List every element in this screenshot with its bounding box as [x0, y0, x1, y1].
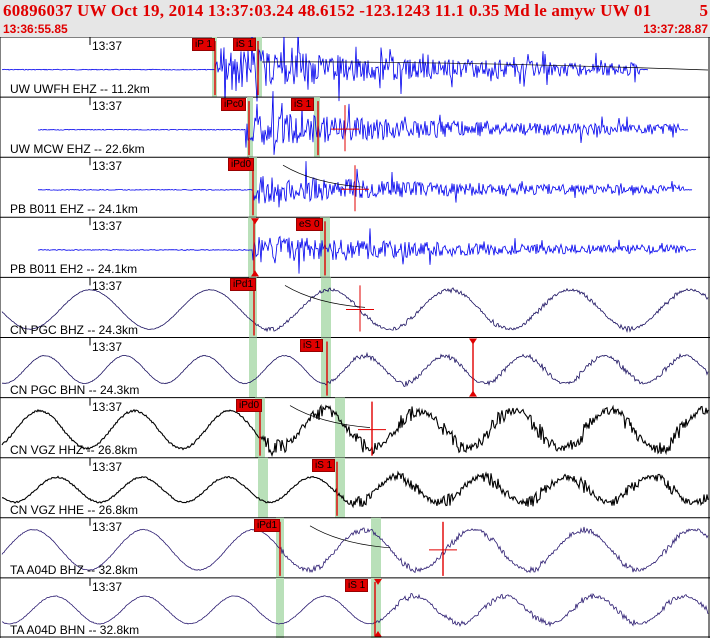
- minute-tick-label: 13:37: [92, 39, 123, 53]
- pick-window-shade: [249, 337, 257, 398]
- waveform-trace: [2, 351, 709, 387]
- phase-pick-label[interactable]: eS 0: [296, 218, 323, 232]
- station-label: UW MCW EHZ -- 22.6km: [10, 142, 145, 157]
- phase-pick-label[interactable]: iPd0: [236, 398, 263, 412]
- pick-window-shade: [248, 217, 256, 278]
- column-number: 5: [699, 1, 709, 20]
- waveform-trace: [1, 526, 709, 574]
- minute-tick-label: 13:37: [92, 99, 123, 114]
- phase-pick-label[interactable]: iS 1: [233, 38, 257, 51]
- minute-tick-label: 13:37: [92, 519, 123, 534]
- phase-pick-label[interactable]: iPd1: [254, 518, 281, 532]
- pick-window-shade: [321, 337, 331, 398]
- minute-tick-label: 13:37: [92, 219, 123, 234]
- waveform-trace: [37, 161, 693, 208]
- event-title: 60896037 UW Oct 19, 2014 13:37:03.24 48.…: [3, 1, 652, 20]
- pick-window-shade: [249, 277, 257, 338]
- phase-pick-label[interactable]: iS 1: [300, 338, 324, 352]
- reference-curve: [284, 285, 366, 308]
- pick-window-shade: [314, 97, 320, 158]
- seismogram-traces[interactable]: 13:37 UW UWFH EHZ -- 11.2km iP 1 iS 1 13:37 U…: [0, 29, 710, 638]
- phase-pick-label[interactable]: iPd1: [230, 278, 257, 292]
- pick-window-shade: [258, 457, 268, 518]
- waveform-trace: [1, 470, 709, 509]
- minute-tick-label: 13:37: [92, 459, 123, 474]
- waveform-trace: [1, 593, 709, 628]
- phase-pick-label[interactable]: iS 1: [291, 98, 315, 112]
- minute-tick-label: 13:37: [92, 159, 123, 174]
- waveform-trace: [37, 228, 696, 274]
- pick-window-shade: [247, 97, 253, 158]
- phase-pick-label[interactable]: iS 1: [345, 578, 369, 592]
- minute-tick-label: 13:37: [92, 399, 123, 414]
- phase-pick-label[interactable]: iS 1: [312, 458, 336, 472]
- pick-window-shade: [371, 577, 381, 638]
- reference-curve: [282, 164, 364, 188]
- window-start-time: 13:36:55.85: [3, 22, 68, 36]
- phase-pick-label[interactable]: iPc0: [221, 98, 247, 112]
- reference-curve: [261, 61, 709, 71]
- station-label: UW UWFH EHZ -- 11.2km: [10, 82, 150, 97]
- pick-triangle: [374, 631, 382, 637]
- pick-triangle: [374, 578, 382, 585]
- pick-triangle: [251, 218, 259, 225]
- station-label: TA A04D BHZ -- 32.8km: [10, 562, 138, 577]
- station-label: PB B011 EHZ -- 24.1km: [10, 202, 138, 217]
- reference-curve: [289, 405, 371, 428]
- station-label: CN VGZ HHE -- 26.8km: [10, 502, 139, 517]
- pick-triangle: [469, 338, 477, 345]
- minute-tick-label: 13:37: [92, 579, 123, 594]
- event-header: 60896037 UW Oct 19, 2014 13:37:03.24 48.…: [0, 0, 710, 37]
- waveform-trace: [1, 287, 709, 334]
- minute-tick-label: 13:37: [92, 279, 123, 294]
- pick-window-shade: [371, 517, 381, 578]
- phase-pick-label[interactable]: iPd0: [228, 158, 255, 172]
- station-label: CN PGC BHZ -- 24.3km: [10, 322, 139, 337]
- waveform-trace: [1, 404, 709, 458]
- window-end-time: 13:37:28.87: [643, 22, 708, 36]
- pick-window-shade: [256, 37, 262, 98]
- pick-triangle: [251, 270, 259, 277]
- phase-pick-label[interactable]: iP 1: [192, 38, 216, 51]
- reference-curve: [309, 525, 391, 549]
- waveform-canvas[interactable]: [0, 29, 710, 638]
- station-label: TA A04D BHN -- 32.8km: [10, 623, 140, 637]
- pick-window-shade: [321, 277, 331, 338]
- pick-triangle: [469, 390, 477, 397]
- station-label: CN VGZ HHZ -- 26.8km: [10, 442, 138, 457]
- station-label: PB B011 EH2 -- 24.1km: [10, 262, 138, 277]
- pick-window-shade: [276, 577, 284, 638]
- pick-window-shade: [335, 457, 345, 518]
- waveform-trace: [1, 29, 649, 108]
- waveform-trace: [37, 91, 688, 155]
- pick-window-shade: [335, 397, 345, 458]
- station-label: CN PGC BHN -- 24.3km: [10, 382, 140, 397]
- minute-tick-label: 13:37: [92, 339, 123, 354]
